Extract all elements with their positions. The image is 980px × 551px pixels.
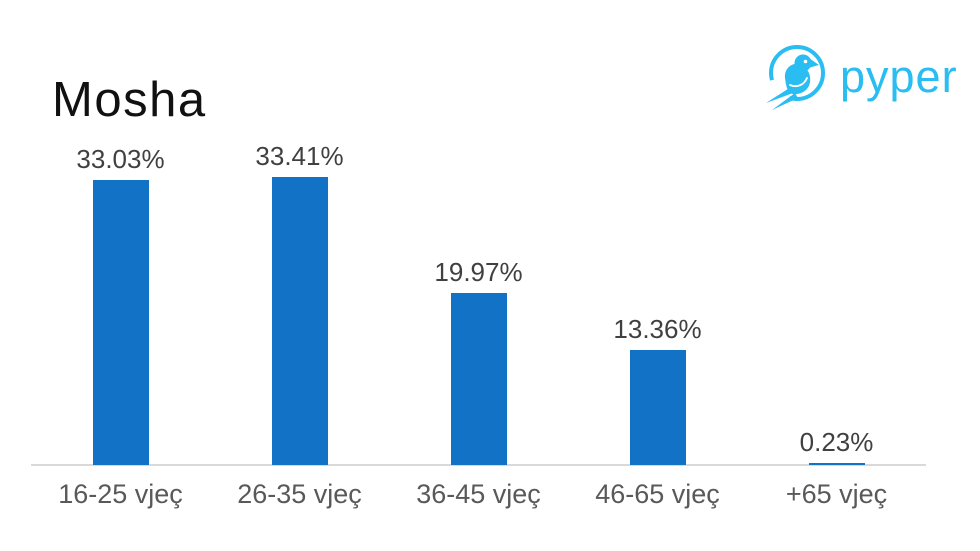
bar bbox=[271, 177, 328, 465]
category-label: 46-65 vjeç bbox=[595, 479, 720, 509]
value-label: 33.03% bbox=[76, 144, 165, 174]
pyper-bird-icon bbox=[764, 42, 830, 114]
bar bbox=[629, 350, 686, 465]
category-label: 26-35 vjeç bbox=[237, 479, 362, 509]
bar bbox=[450, 293, 507, 465]
bar bbox=[92, 180, 149, 465]
value-label: 0.23% bbox=[799, 427, 874, 457]
category-label: 36-45 vjeç bbox=[416, 479, 541, 509]
value-label: 19.97% bbox=[434, 257, 523, 287]
value-label: 13.36% bbox=[613, 314, 702, 344]
bar bbox=[808, 463, 865, 465]
brand-wordmark: pyper bbox=[840, 50, 958, 102]
chart-title: Mosha bbox=[52, 73, 207, 127]
value-label: 33.41% bbox=[255, 141, 344, 171]
pyper-logo: pyper bbox=[764, 42, 958, 114]
x-axis-line bbox=[31, 464, 926, 466]
category-label: 16-25 vjeç bbox=[58, 479, 183, 509]
category-label: +65 vjeç bbox=[785, 479, 888, 509]
